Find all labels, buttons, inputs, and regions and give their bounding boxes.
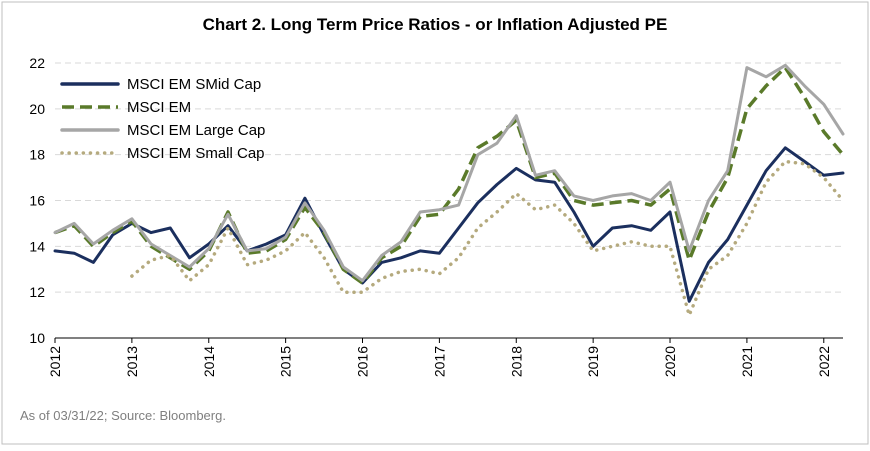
chart-title: Chart 2. Long Term Price Ratios - or Inf… bbox=[203, 15, 668, 34]
x-tick-label: 2018 bbox=[508, 346, 524, 377]
x-tick-label: 2022 bbox=[816, 346, 832, 377]
series-line bbox=[130, 159, 845, 317]
x-tick-label: 2013 bbox=[124, 346, 140, 377]
x-tick-label: 2020 bbox=[662, 346, 678, 377]
x-tick-label: 2021 bbox=[739, 346, 755, 377]
y-tick-label: 16 bbox=[29, 193, 45, 209]
x-tick-label: 2016 bbox=[355, 346, 371, 377]
series-line bbox=[54, 65, 845, 285]
legend-label: MSCI EM bbox=[127, 99, 191, 116]
y-tick-label: 18 bbox=[29, 147, 45, 163]
series-line bbox=[53, 146, 845, 303]
series-line bbox=[53, 63, 845, 283]
y-tick-label: 14 bbox=[29, 238, 45, 254]
y-tick-label: 12 bbox=[29, 284, 45, 300]
x-tick-label: 2015 bbox=[278, 346, 294, 377]
legend-label: MSCI EM Large Cap bbox=[127, 122, 265, 139]
legend-label: MSCI EM SMid Cap bbox=[127, 76, 261, 93]
x-tick-label: 2019 bbox=[585, 346, 601, 377]
legend-label: MSCI EM Small Cap bbox=[127, 145, 265, 162]
y-tick-label: 10 bbox=[29, 330, 45, 346]
y-tick-label: 22 bbox=[29, 55, 45, 71]
x-tick-label: 2017 bbox=[431, 346, 447, 377]
x-tick-label: 2012 bbox=[47, 346, 63, 377]
x-tick-label: 2014 bbox=[201, 346, 217, 377]
y-tick-label: 20 bbox=[29, 101, 45, 117]
source-note: As of 03/31/22; Source: Bloomberg. bbox=[20, 408, 226, 423]
